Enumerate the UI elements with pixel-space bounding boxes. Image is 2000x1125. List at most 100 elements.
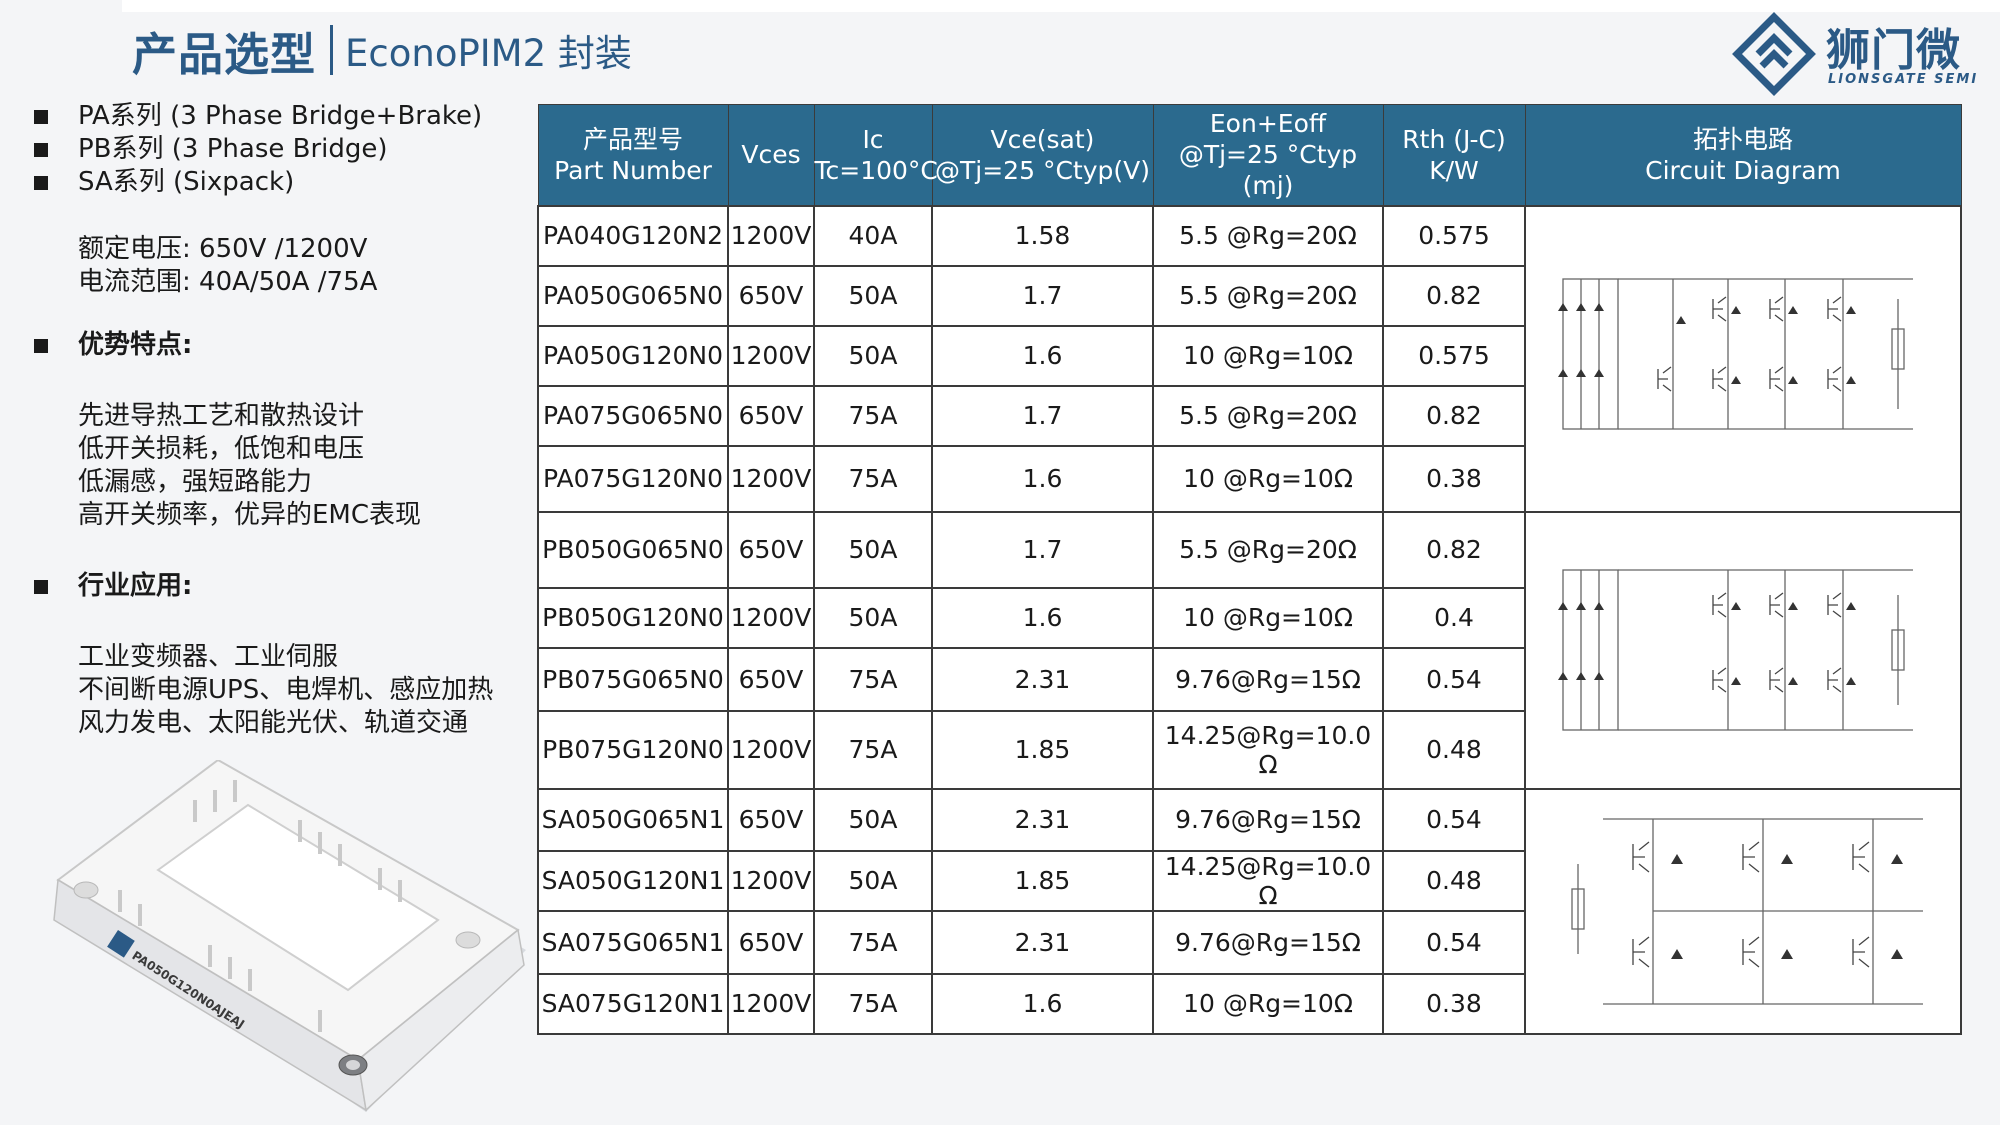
cell-rth-highlight: 0.38 [1382, 972, 1526, 1035]
cell-part-number: PB050G065N0 [537, 510, 729, 589]
table-row: SA050G120N1 1200V 50A 1.85 14.25@Rg=10.0… [537, 849, 1961, 912]
application-item: 风力发电、太阳能光伏、轨道交通 [78, 708, 469, 738]
cell-part-number: SA050G065N1 [537, 787, 729, 852]
cell-vces: 1200V [727, 586, 815, 649]
cell-vces: 1200V [727, 324, 815, 387]
cell-eon: 10 @Rg=10Ω [1152, 444, 1384, 513]
cell-eon: 10 @Rg=10Ω [1152, 586, 1384, 649]
cell-part-number: PA075G065N0 [537, 384, 729, 447]
title-sub: EconoPIM2 封装 [345, 32, 632, 75]
cell-vce: 1.7 [931, 264, 1154, 327]
cell-vces: 650V [727, 510, 815, 589]
cell-rth: 0.4 [1382, 586, 1526, 649]
cell-ic: 75A [813, 444, 933, 513]
cell-rth: 0.54 [1382, 787, 1526, 852]
company-logo: 狮门微 LIONSGATE SEMI [1730, 12, 1992, 96]
circuit-diagram-sa [1524, 787, 1962, 1035]
cell-eon: 5.5 @Rg=20Ω [1152, 204, 1384, 267]
table-row: PA050G120N0 1200V 50A 1.6 10 @Rg=10Ω 0.5… [537, 324, 1961, 387]
cell-ic: 40A [813, 204, 933, 267]
cell-rth: 0.38 [1382, 444, 1526, 513]
cell-rth: 0.48 [1382, 849, 1526, 912]
cell-rth: 0.54 [1382, 646, 1526, 712]
logo-name-en: LIONSGATE SEMI [1828, 72, 1979, 87]
applications-heading: 行业应用: [30, 570, 530, 603]
advantage-item: 先进导热工艺和散热设计 [78, 401, 365, 431]
circuit-diagram-pa [1524, 204, 1962, 513]
cell-part-number: PB075G120N0 [537, 709, 729, 790]
advantage-item: 低开关损耗，低饱和电压 [78, 434, 365, 464]
cell-vce: 2.31 [931, 909, 1154, 975]
header-ic: Ic Tc=100°C [813, 104, 938, 206]
cell-rth: 0.54 [1382, 909, 1526, 975]
cell-vces: 650V [727, 646, 815, 712]
product-table: 产品型号 Part Number Vces Ic Tc=100°C Vce(sat)… [537, 104, 1962, 1035]
cell-vces: 1200V [727, 709, 815, 790]
table-row: SA075G065N1 650V 75A 2.31 9.76@Rg=15Ω 0.… [537, 909, 1961, 975]
cell-part-number: SA075G065N1 [537, 909, 729, 975]
table-header-row: 产品型号 Part Number Vces Ic Tc=100°C Vce(sat)… [537, 104, 1962, 206]
cell-eon: 5.5 @Rg=20Ω [1152, 510, 1384, 589]
header-vce-sat: Vce(sat) @Tj=25 °Ctyp(V) [931, 104, 1154, 206]
cell-vces: 1200V [727, 849, 815, 912]
cell-ic: 75A [813, 909, 933, 975]
header-circuit: 拓扑电路 Circuit Diagram [1524, 104, 1962, 206]
cell-ic: 50A [813, 787, 933, 852]
table-row: PA050G065N0 650V 50A 1.7 5.5 @Rg=20Ω 0.8… [537, 264, 1961, 327]
cell-eon: 10 @Rg=10Ω [1152, 324, 1384, 387]
table-row: SA050G065N1 650V 50A 2.31 9.76@Rg=15Ω 0.… [537, 787, 1962, 1035]
logo-name-cn: 狮门微 [1826, 25, 1961, 76]
cell-vce: 1.85 [931, 709, 1154, 790]
series-item: PA系列 (3 Phase Bridge+Brake) [30, 100, 530, 133]
cell-ic: 50A [813, 324, 933, 387]
cell-part-number: SA050G120N1 [537, 849, 729, 912]
cell-part-number: PA075G120N0 [537, 444, 729, 513]
table-row: PB050G065N0 650V 50A 1.7 5.5 @Rg=20Ω 0.8… [537, 510, 1962, 790]
cell-vces: 650V [727, 909, 815, 975]
cell-vce: 1.7 [931, 510, 1154, 589]
cell-rth: 0.575 [1382, 324, 1526, 387]
pb-circuit-schematic [1558, 569, 1913, 731]
cell-vce: 2.31 [931, 787, 1154, 852]
cell-part-number: PA050G120N0 [537, 324, 729, 387]
cell-ic: 75A [813, 709, 933, 790]
header-part-number: 产品型号 Part Number [537, 104, 729, 206]
cell-eon: 9.76@Rg=15Ω [1152, 787, 1384, 852]
cell-vces: 650V [727, 787, 815, 852]
header-vces: Vces [727, 104, 815, 206]
cell-vce: 1.58 [931, 204, 1154, 267]
advantages-heading: 优势特点: [30, 329, 530, 362]
top-bar [122, 0, 2000, 12]
page-title: 产品选型 EconoPIM2 封装 [132, 22, 632, 81]
header-rth: Rth (J-C) K/W [1382, 104, 1526, 206]
cell-eon: 14.25@Rg=10.0 Ω [1152, 709, 1384, 790]
title-divider [330, 25, 334, 75]
cell-vce: 1.6 [931, 972, 1154, 1035]
cell-part-number: PB050G120N0 [537, 586, 729, 649]
title-main: 产品选型 [132, 27, 317, 81]
circuit-diagram-pb [1524, 510, 1962, 790]
cell-vces: 1200V [727, 444, 815, 513]
cell-eon: 14.25@Rg=10.0 Ω [1152, 849, 1384, 912]
cell-ic: 75A [813, 972, 933, 1035]
left-panel: PA系列 (3 Phase Bridge+Brake) PB系列 (3 Phas… [30, 100, 530, 740]
cell-vce: 1.6 [931, 444, 1154, 513]
spec-line: 额定电压: 650V /1200V [78, 234, 368, 264]
pa-circuit-schematic [1558, 277, 1913, 430]
cell-part-number: PB075G065N0 [537, 646, 729, 712]
table-row: PB075G120N0 1200V 75A 1.85 14.25@Rg=10.0… [537, 709, 1961, 790]
cell-vces: 1200V [727, 972, 815, 1035]
table-row: PA040G120N2 1200V 40A 1.58 5.5 @Rg=20Ω 0… [537, 204, 1962, 513]
cell-ic: 75A [813, 646, 933, 712]
cell-eon: 9.76@Rg=15Ω [1152, 909, 1384, 975]
cell-vce: 2.31 [931, 646, 1154, 712]
cell-eon: 9.76@Rg=15Ω [1152, 646, 1384, 712]
series-item: PB系列 (3 Phase Bridge) [30, 133, 530, 166]
cell-rth: 0.82 [1382, 384, 1526, 447]
series-item: SA系列 (Sixpack) [30, 166, 530, 199]
application-item: 不间断电源UPS、电焊机、感应加热 [78, 675, 494, 705]
advantage-item: 低漏感，强短路能力 [78, 467, 313, 497]
application-item: 工业变频器、工业伺服 [78, 642, 339, 672]
cell-ic: 50A [813, 849, 933, 912]
cell-rth: 0.82 [1382, 264, 1526, 327]
